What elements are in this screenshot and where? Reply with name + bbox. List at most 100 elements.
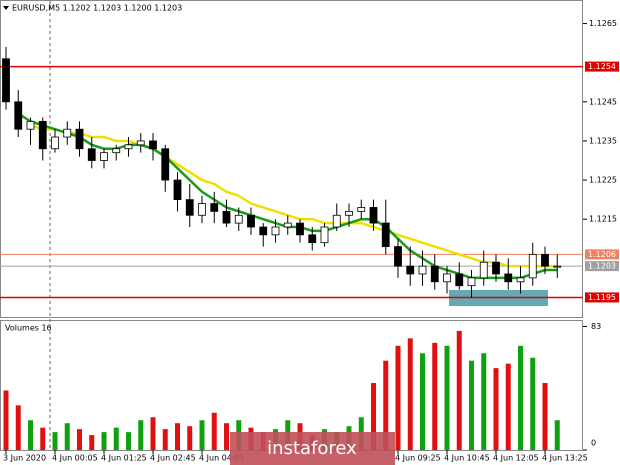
volume-bar [211, 412, 217, 450]
chart-title: EURUSD,M5 1.1202 1.1203 1.1200 1.1203 [12, 4, 182, 13]
candle-body [161, 148, 170, 181]
candle-body [51, 136, 59, 150]
volume-title: Volumes 16 [5, 324, 52, 333]
volume-bar [89, 435, 95, 450]
moving-average [30, 124, 558, 268]
volume-bar [371, 383, 376, 450]
candle-body [443, 273, 451, 283]
candle-body [136, 140, 145, 146]
candle-body [112, 148, 121, 154]
y-tick-label: 0 [591, 439, 596, 448]
candle-body [332, 214, 341, 228]
candle-body [26, 120, 35, 130]
candle-body [320, 226, 329, 244]
volume-bar [52, 432, 58, 450]
candle-body [198, 203, 206, 216]
candle-body [308, 234, 317, 244]
candle-body [381, 222, 390, 247]
volume-bar [505, 363, 511, 450]
volume-bar [456, 330, 462, 450]
candle-body [100, 152, 108, 161]
y-tick-label: 83 [591, 322, 601, 331]
volume-bar [493, 368, 499, 450]
x-tick-label: 4 Jun 04:05 [199, 454, 245, 463]
level-label: 1.1203 [588, 262, 616, 271]
level-label-box [585, 292, 619, 303]
watermark-box [230, 432, 395, 465]
volume-bar [420, 353, 425, 450]
candle-body [38, 120, 47, 150]
volume-bar [518, 345, 523, 450]
volume-bar [554, 420, 560, 450]
candle-body [492, 261, 500, 275]
candle-body [271, 226, 280, 236]
x-tick-label: 3 Jun 2020 [3, 454, 46, 463]
x-tick-label: 4 Jun 00:05 [52, 454, 98, 463]
candle-body [528, 253, 537, 279]
candle-body [418, 265, 427, 275]
volume-bar [64, 423, 70, 450]
candle-body [2, 58, 10, 103]
candle-body [369, 207, 378, 224]
candle-body [222, 210, 231, 224]
level-label-box [585, 249, 619, 260]
candle-body [296, 222, 304, 236]
volume-bar [3, 390, 9, 450]
volume-bar [187, 426, 193, 450]
candle-body [516, 277, 525, 283]
candle-body [14, 101, 23, 130]
level-label: 1.1254 [588, 62, 616, 71]
candle-body [75, 128, 84, 150]
level-label-box [585, 61, 619, 72]
volume-bar [77, 429, 82, 450]
volume-bar [444, 345, 450, 450]
volume-bar [15, 405, 21, 450]
volume-bar [383, 360, 389, 450]
level-label-box [585, 261, 619, 272]
candle-body [357, 207, 366, 212]
candle-body [185, 199, 194, 216]
candle-body [259, 226, 268, 236]
x-tick-label: 4 Jun 12:05 [493, 454, 539, 463]
volume-bar [530, 357, 536, 450]
volume-bar [542, 383, 548, 450]
candle-body [283, 222, 292, 228]
volume-bar [138, 420, 144, 450]
candle-body [247, 214, 255, 228]
volume-bar [481, 353, 487, 450]
x-tick-label: 4 Jun 02:45 [150, 454, 196, 463]
watermark-text: instaforex [267, 438, 357, 459]
volume-bar [395, 345, 401, 450]
y-tick-label: 1.1265 [589, 19, 617, 28]
x-tick-label: 4 Jun 10:45 [444, 454, 490, 463]
candle-body [149, 140, 157, 150]
y-tick-label: 1.1225 [589, 176, 617, 185]
volume-bar [126, 432, 131, 450]
x-tick-label: 4 Jun 01:25 [101, 454, 147, 463]
candle-body [455, 273, 464, 287]
candle-body [430, 265, 439, 283]
candle-body [467, 277, 476, 287]
x-tick-label: 4 Jun 13:25 [542, 454, 588, 463]
candle-body [173, 179, 182, 201]
candle-body [210, 203, 219, 212]
volume-bar [224, 423, 229, 450]
y-tick-label: 1.1215 [589, 215, 617, 224]
y-tick-label: 1.1245 [589, 97, 617, 106]
volume-bar [113, 427, 119, 450]
volume-bar [469, 360, 474, 450]
volume-bar [40, 427, 46, 450]
level-label: 1.1195 [588, 293, 616, 302]
candle-body [479, 261, 488, 279]
symbol-arrow [3, 6, 9, 10]
candle-body [345, 210, 353, 216]
volume-bar [101, 432, 107, 450]
x-tick-label: 4 Jun 09:25 [395, 454, 441, 463]
watermark: instaforex [230, 432, 395, 465]
volume-bar [432, 342, 438, 450]
candle-body [406, 265, 415, 275]
candle-body [504, 273, 513, 283]
volume-bar [199, 420, 205, 450]
volume-bar [150, 417, 156, 450]
